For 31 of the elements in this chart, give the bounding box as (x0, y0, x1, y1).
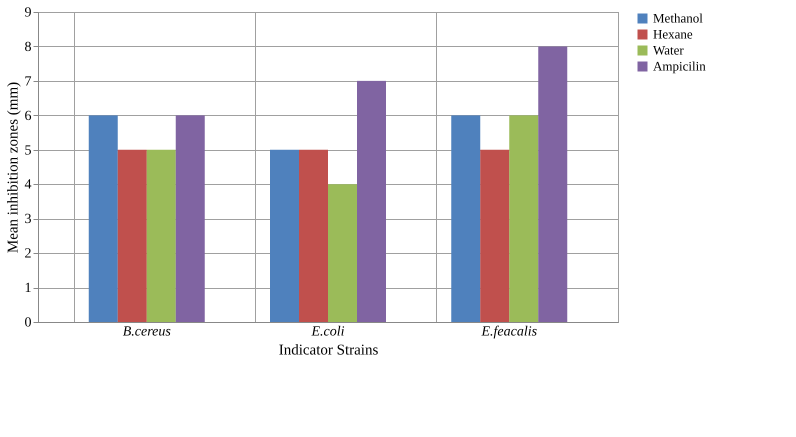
y-tick-label: 1 (24, 281, 32, 296)
legend-label: Ampicilin (653, 58, 706, 74)
y-tick-label: 5 (24, 143, 32, 158)
bar (299, 150, 328, 322)
legend-label: Methanol (653, 10, 704, 26)
bar (118, 150, 147, 322)
bar (270, 150, 299, 322)
y-tick-label: 7 (24, 74, 32, 90)
y-tick-label: 6 (24, 108, 32, 124)
bar (509, 115, 538, 322)
bar (451, 115, 480, 322)
bar (357, 80, 386, 322)
y-tick-label: 0 (24, 316, 32, 330)
x-tick-label: E.coli (310, 324, 345, 340)
y-tick-label: 4 (24, 178, 32, 193)
bar (146, 150, 176, 322)
x-tick-label: B.cereus (122, 324, 172, 340)
bar (328, 184, 357, 322)
y-tick-label: 2 (24, 246, 32, 262)
legend-label: Hexane (653, 26, 693, 42)
y-tick-label: 3 (24, 212, 32, 228)
legend-label: Water (653, 42, 684, 58)
bar (176, 115, 205, 322)
bar (88, 115, 118, 322)
x-tick-label: E.feacalis (480, 324, 538, 340)
y-tick-label: 8 (24, 40, 32, 55)
y-axis-title: Mean inhibition zones (mm) (6, 82, 22, 254)
bar (480, 150, 510, 322)
bar (538, 46, 568, 322)
x-axis-title: Indicator Strains (278, 342, 378, 358)
y-tick-label: 9 (24, 6, 32, 20)
